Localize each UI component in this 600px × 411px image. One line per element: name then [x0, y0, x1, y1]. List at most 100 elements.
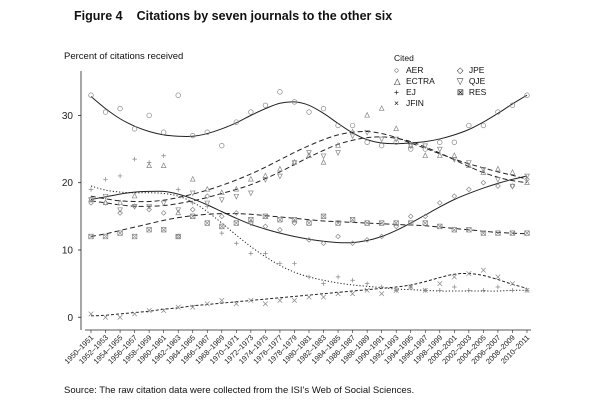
data-point-res [349, 217, 356, 223]
data-point-jfin [408, 284, 414, 290]
data-point-jfin [306, 294, 312, 300]
data-point-ej [161, 153, 166, 159]
data-point-jpe [219, 213, 225, 220]
data-point-jfin [379, 291, 385, 297]
data-point-ej [263, 251, 268, 256]
data-point-ectra [451, 152, 458, 158]
data-point-jpe [422, 213, 429, 220]
data-point-ectra [277, 165, 283, 172]
data-point-aer [422, 146, 428, 152]
data-point-qje [233, 193, 240, 200]
triangle-up-marker-icon: △ [394, 76, 401, 86]
data-point-ectra [480, 168, 487, 175]
data-point-ectra [422, 152, 429, 158]
legend-column-2: ◇ JPE ▽ QJE ⊠ RES [457, 65, 486, 109]
data-point-res [175, 233, 181, 240]
data-point-ectra [393, 125, 400, 131]
data-point-jfin [102, 314, 109, 320]
data-point-ej [350, 277, 355, 283]
legend-label: QJE [468, 76, 486, 86]
data-point-aer [480, 122, 487, 129]
y-tick-label: 0 [67, 313, 73, 324]
data-point-ej [277, 261, 283, 266]
data-point-aer [146, 112, 152, 119]
data-point-aer [320, 105, 327, 112]
data-point-aer [364, 139, 370, 145]
data-point-ej [103, 177, 108, 182]
data-point-jpe [335, 233, 341, 240]
data-point-jfin [364, 287, 370, 293]
data-point-ej [495, 284, 501, 290]
data-point-aer [393, 139, 399, 145]
data-point-qje [204, 200, 211, 207]
data-point-qje [102, 193, 109, 200]
data-point-ectra [466, 162, 472, 169]
data-point-jpe [160, 210, 167, 216]
data-point-qje [88, 197, 94, 204]
data-point-ectra [218, 189, 225, 195]
data-point-jpe [117, 210, 123, 216]
data-point-qje [189, 190, 196, 197]
data-point-res [451, 227, 457, 233]
data-point-ej [379, 284, 384, 290]
trend-line-jfin [90, 272, 528, 317]
figure-number: Figure 4 [74, 9, 123, 23]
data-point-res [393, 220, 399, 226]
data-point-jfin [204, 301, 210, 307]
data-point-ectra [306, 152, 312, 158]
data-point-aer [291, 99, 298, 105]
data-point-qje [306, 150, 312, 156]
data-point-ectra [291, 158, 298, 165]
data-point-aer [466, 122, 472, 129]
data-point-qje [378, 136, 385, 143]
data-point-res [233, 220, 239, 226]
data-point-res [320, 213, 327, 219]
data-point-qje [160, 200, 167, 207]
data-point-aer [306, 109, 312, 115]
data-point-jfin [219, 297, 225, 303]
data-point-qje [480, 167, 487, 173]
data-point-res [524, 230, 530, 236]
data-point-ej [364, 281, 370, 286]
data-point-jfin [175, 304, 181, 310]
data-point-jpe [495, 183, 501, 189]
data-point-res [131, 233, 138, 240]
trend-line-aer [90, 94, 528, 145]
diamond-marker-icon: ◇ [456, 65, 464, 75]
data-point-qje [175, 207, 182, 214]
triangle-down-marker-icon: ▽ [456, 76, 464, 86]
data-point-aer [262, 102, 269, 108]
legend-label: EJ [406, 87, 416, 97]
data-point-jpe [88, 200, 94, 206]
data-point-res [480, 230, 487, 236]
data-point-ej [481, 288, 486, 293]
legend-item-jfin: × JFIN [394, 98, 435, 109]
data-point-qje [364, 130, 370, 136]
data-point-ej [292, 261, 297, 266]
data-point-ej [452, 284, 457, 290]
data-point-res [204, 220, 210, 226]
data-point-ej [88, 187, 94, 192]
data-point-qje [131, 204, 138, 210]
data-point-jpe [262, 223, 269, 230]
data-point-res [509, 230, 516, 236]
data-point-jfin [466, 270, 472, 277]
square-x-marker-icon: ⊠ [456, 87, 464, 97]
data-point-ej [321, 281, 326, 286]
y-tick-label: 10 [62, 245, 74, 256]
data-point-qje [524, 173, 530, 180]
legend-label: JFIN [406, 98, 424, 108]
data-point-ectra [146, 162, 152, 169]
circle-marker-icon: ○ [394, 65, 400, 75]
data-point-qje [320, 153, 327, 160]
legend: Cited ○ AER △ ECTRA + EJ × JFIN ◇ JPE ▽ QJE ⊠ R… [394, 53, 486, 109]
data-point-ectra [320, 158, 327, 165]
data-point-res [291, 217, 298, 223]
data-point-res [364, 220, 370, 226]
data-point-aer [190, 132, 196, 139]
x-marker-icon: × [394, 98, 399, 108]
data-point-jfin [262, 301, 268, 307]
data-point-ej [175, 187, 181, 192]
data-point-ej [335, 274, 341, 280]
